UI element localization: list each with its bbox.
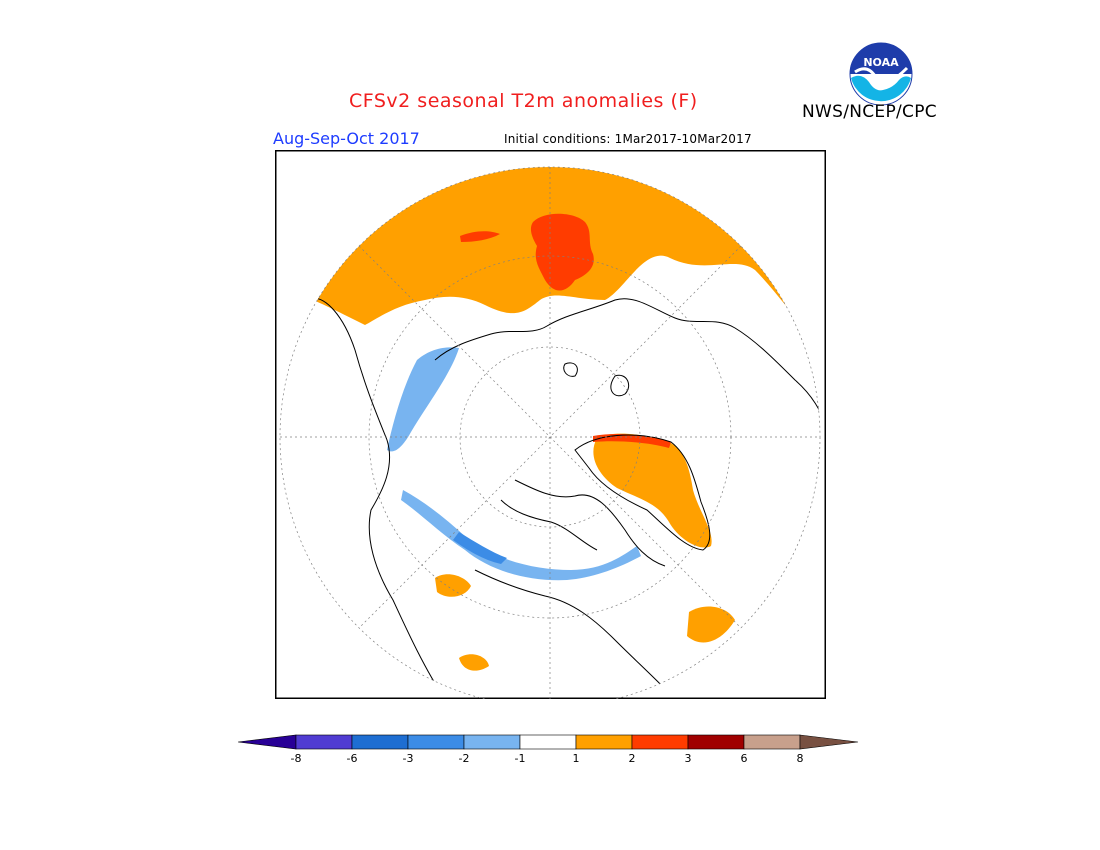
legend-tick-label: 6 [740,752,748,765]
legend-swatch [519,734,577,750]
legend-swatch [631,734,689,750]
legend-swatch [743,734,801,750]
legend-tick-label: -2 [458,752,470,765]
legend-tick-label: 3 [684,752,692,765]
legend-tick-label: 8 [796,752,804,765]
cold-anomaly-canada-core [453,532,507,564]
cold-anomaly-canada-strip [401,490,641,581]
color-legend [238,734,859,750]
legend-swatch [407,734,465,750]
legend-tick-label: -6 [346,752,358,765]
legend-swatch [351,734,409,750]
polar-map [275,150,826,699]
legend-ticks: -8 -6 -3 -2 -1 1 2 3 6 8 [238,752,862,768]
noaa-logo: NOAA [849,42,913,106]
legend-swatch [687,734,745,750]
warm-anomaly-pacific [459,654,489,671]
warm-anomaly-west [460,231,500,242]
legend-tick-label: -3 [402,752,414,765]
warm-anomaly-atlantic [687,606,735,643]
legend-swatch [295,734,353,750]
legend-swatch [575,734,633,750]
agency-label: NWS/NCEP/CPC [802,102,937,122]
logo-text: NOAA [863,56,899,69]
legend-tick-label: 2 [628,752,636,765]
warm-anomaly-greenland [593,433,712,548]
legend-swatch [463,734,521,750]
graticule [279,166,821,699]
warm-anomaly-alaska [435,574,471,597]
initial-conditions: Initial conditions: 1Mar2017-10Mar2017 [504,132,752,146]
legend-swatch [238,734,297,750]
forecast-period: Aug-Sep-Oct 2017 [273,129,420,148]
coastlines [304,297,820,699]
warm-anomaly-russia-core [530,213,594,291]
legend-tick-label: -8 [290,752,302,765]
legend-swatch [799,734,859,750]
cold-anomaly-siberia-strip [387,347,459,452]
map-title: CFSv2 seasonal T2m anomalies (F) [349,90,698,112]
legend-tick-label: -1 [514,752,526,765]
legend-tick-label: 1 [572,752,580,765]
